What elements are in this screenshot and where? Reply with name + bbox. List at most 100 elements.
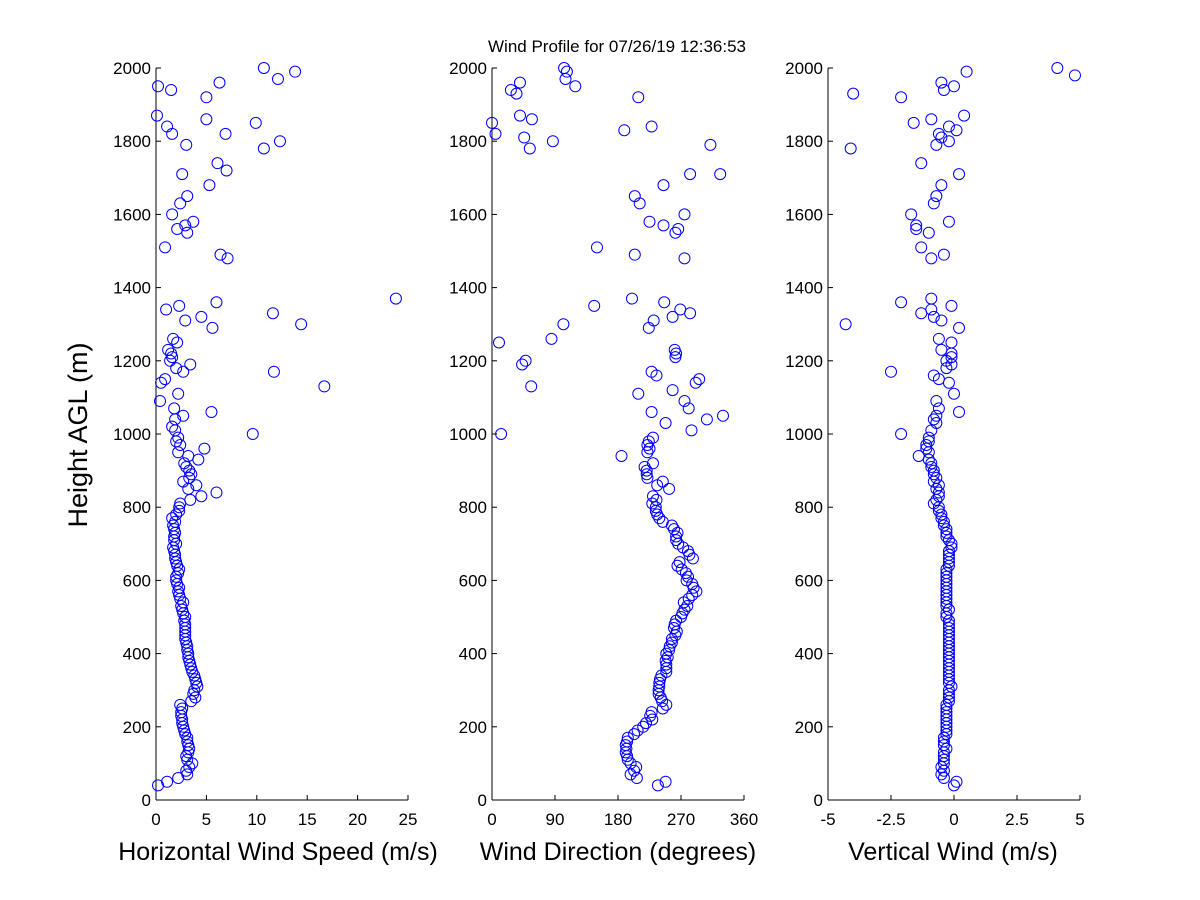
vertical-data-point [942,215,955,228]
vertical-data-point [953,168,966,181]
direction-y-tick-label: 1400 [449,279,487,298]
direction-data-point [643,215,656,228]
vertical-data-point [930,138,943,151]
speed-data-point [174,197,187,210]
vertical-data-point [927,464,940,477]
speed-data-point [205,406,218,419]
vertical-data-point [937,735,950,748]
direction-data-point [671,559,684,572]
vertical-data-point [927,413,940,426]
direction-data-point [669,351,682,364]
speed-data-point [190,479,203,492]
speed-data-point [159,241,172,254]
direction-data-point [518,131,531,144]
speed-x-tick-label: 25 [399,810,418,829]
speed-data-point [318,380,331,393]
direction-data-point [651,779,664,792]
direction-data-point [560,65,573,78]
direction-data-point [655,669,668,682]
direction-data-point [632,91,645,104]
speed-x-tick-label: 15 [298,810,317,829]
speed-data-point [166,512,179,525]
direction-data-point [678,208,691,221]
speed-data-point [188,684,201,697]
speed-data-point [271,72,284,85]
vertical-data-point [895,91,908,104]
speed-data-point [210,296,223,309]
wind-direction-panel: Wind Direction (degrees) 0 200 400 600 800 10… [449,59,758,866]
vertical-y-tick-label: 800 [795,498,823,517]
speed-data-point [177,475,190,488]
vertical-data-point [920,438,933,451]
direction-data-point [663,640,676,653]
direction-data-point [645,406,658,419]
speed-data-point [160,303,173,316]
direction-data-point [674,303,687,316]
vertical-data-point [922,431,935,444]
vertical-data-point [1068,69,1081,82]
direction-data-point [668,343,681,356]
speed-data-point [221,252,234,265]
vertical-data-point [925,424,938,437]
speed-data-point [184,493,197,506]
vertical-data-point [942,552,955,565]
speed-data-point [181,190,194,203]
direction-data-point [660,647,673,660]
direction-data-point [591,241,603,254]
direction-data-point [663,482,676,495]
vertical-data-point [937,772,950,785]
speed-data-point [171,559,184,572]
direction-data-point [489,127,502,140]
vertical-data-point [895,296,908,309]
vertical-data-point [905,208,918,221]
direction-data-point [569,80,582,93]
direction-y-tick-label: 600 [459,571,487,590]
vertical-data-point [945,351,958,364]
direction-data-point [633,197,646,210]
direction-data-point [615,449,628,462]
horizontal-wind-speed-panel: Horizontal Wind Speed (m/s) 020040060080… [113,59,438,866]
direction-data-point [690,585,703,598]
direction-x-tick-label: 360 [730,810,758,829]
direction-data-point [647,457,659,470]
direction-data-point [523,142,536,155]
vertical-data-point [960,65,973,78]
direction-data-point [557,318,570,331]
vertical-data-point [942,548,955,561]
speed-y-tick-label: 1400 [113,279,151,298]
speed-data-point [210,486,223,499]
direction-data-point [663,643,676,656]
speed-data-point [169,424,182,437]
vertical-data-point [937,248,950,261]
direction-data-point [675,563,688,576]
vertical-data-point [953,406,966,419]
speed-y-tick-label: 1800 [113,132,151,151]
vertical-x-tick-label: 5 [1075,810,1084,829]
vertical-data-point [937,731,950,744]
speed-data-point [214,248,227,261]
vertical-data-point [932,332,945,345]
direction-data-point [650,369,663,382]
vertical-x-tick-label: 2.5 [1005,810,1029,829]
direction-data-point [682,570,694,583]
direction-x-tick-label: 90 [546,810,565,829]
direction-data-point [545,332,558,345]
direction-data-point [510,87,523,100]
speed-data-point [166,127,179,140]
vertical-data-point [940,742,953,755]
direction-data-point [656,475,669,488]
direction-data-point [681,600,694,613]
vertical-x-tick-label: 0 [949,810,958,829]
speed-data-point [178,457,191,470]
speed-data-point [295,318,308,331]
direction-data-point [678,252,691,265]
speed-data-point [179,314,192,327]
speed-data-point [195,490,208,503]
vertical-data-point [948,80,960,93]
vertical-data-point [895,428,908,440]
speed-data-point [161,120,174,133]
direction-data-point [668,523,680,536]
speed-data-point [172,446,185,459]
vertical-y-tick-label: 1800 [785,132,823,151]
speed-data-point [246,428,259,440]
